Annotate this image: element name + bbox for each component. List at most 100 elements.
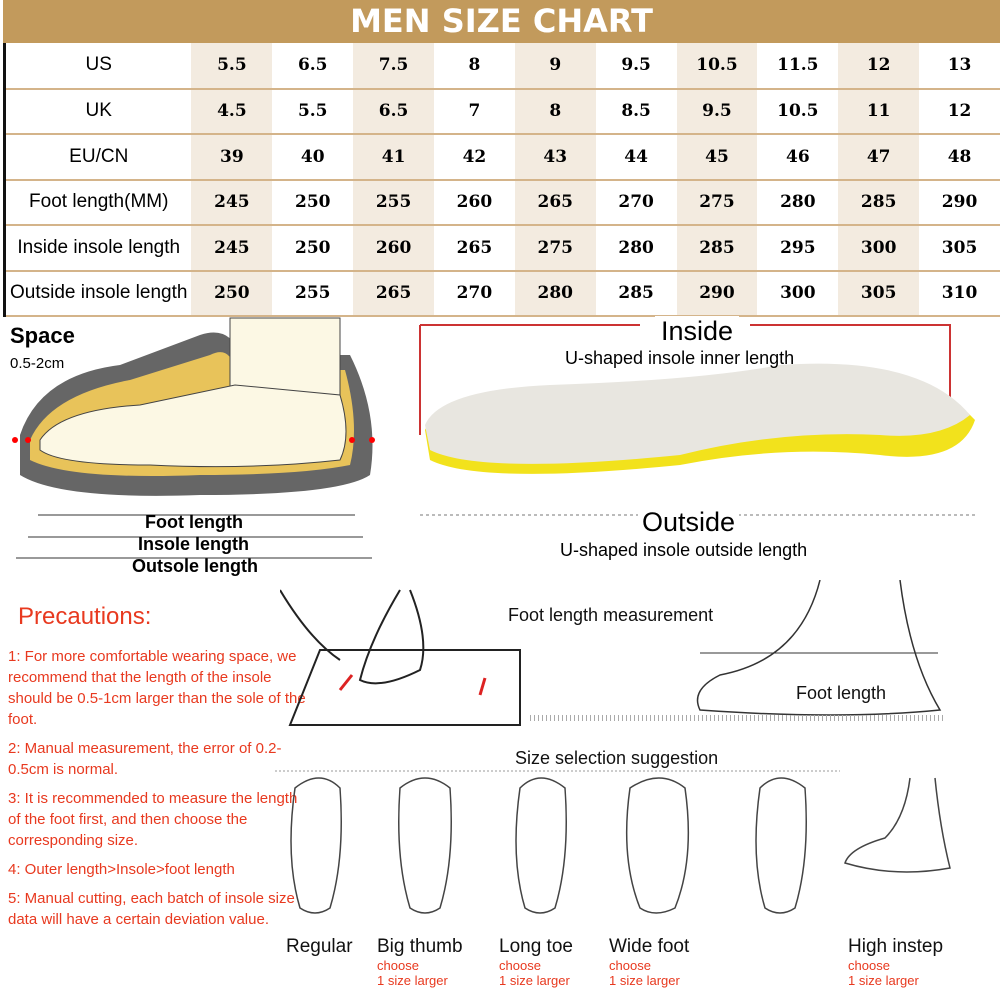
foot-length-label: Foot length [145,512,243,532]
foot-type-name: Regular [286,936,353,957]
size-cell: 13 [919,43,1000,90]
size-cell: 7.5 [353,43,434,90]
size-cell: 255 [272,270,354,317]
foot-type: Big thumb choose 1 size larger [377,936,463,988]
size-cell: 250 [191,270,273,317]
size-cell: 10.5 [676,43,758,90]
table-row: Foot length(MM) 245 250 255 260 265 270 275 280 2… [4,179,1000,226]
size-cell: 5.5 [191,43,273,90]
size-cell: 270 [595,179,677,226]
row-label: Inside insole length [4,225,192,272]
size-cell: 8 [514,88,596,135]
size-cell: 39 [191,134,273,181]
size-cell: 265 [353,270,434,317]
insole-length-label: Insole length [138,534,250,554]
size-cell: 305 [838,270,920,317]
precaution-item: 4: Outer length>Insole>foot length [8,861,235,878]
row-label: US [4,43,192,90]
precaution-item: 5: Manual cutting, each batch of insole … [8,890,295,928]
size-cell: 40 [272,134,354,181]
foot-measurement-illustration [280,580,945,726]
foot-type-note: choose [377,958,419,973]
size-cell: 275 [676,179,758,226]
foot-type-note: 1 size larger [609,973,680,988]
foot-type: Long toe choose 1 size larger [499,936,573,988]
foot-type-note: 1 size larger [377,973,448,988]
size-cell: 310 [919,270,1000,317]
size-cell: 295 [757,225,839,272]
precaution-item: 1: For more comfortable wearing space, w… [8,648,306,728]
size-cell: 10.5 [757,88,839,135]
foot-type-name: Long toe [499,936,573,957]
size-cell: 11 [838,88,920,135]
size-cell: 9.5 [676,88,758,135]
size-cell: 7 [434,88,515,135]
size-cell: 280 [595,225,677,272]
outside-label: Outside [638,507,740,538]
foot-type-note: 1 size larger [499,973,570,988]
precaution-item: 3: It is recommended to measure the leng… [8,790,298,849]
size-cell: 290 [676,270,758,317]
foot-type-name: Wide foot [609,936,690,957]
foot-type: Wide foot choose 1 size larger [609,936,689,988]
measurement-title: Foot length measurement [508,605,714,625]
inside-label: Inside [655,316,740,347]
outsole-length-label: Outsole length [132,556,258,576]
size-cell: 6.5 [272,43,354,90]
size-cell: 9.5 [595,43,677,90]
foot-type-name: Big thumb [377,936,463,957]
precautions-title: Precautions: [18,603,152,630]
size-cell: 265 [434,225,515,272]
size-cell: 4.5 [191,88,273,135]
size-cell: 265 [514,179,596,226]
foot-types-illustration [275,770,951,914]
size-cell: 41 [353,134,434,181]
table-row: Outside insole length 250 255 265 270 280 285 2… [4,270,1000,317]
size-cell: 305 [919,225,1000,272]
size-cell: 43 [514,134,596,181]
size-cell: 300 [838,225,920,272]
size-cell: 285 [838,179,920,226]
size-cell: 275 [514,225,596,272]
table-row: EU/CN 39 40 41 42 43 44 45 46 47 48 [4,134,1000,181]
size-cell: 48 [919,134,1000,181]
size-cell: 290 [919,179,1000,226]
row-label: UK [4,88,192,135]
size-cell: 45 [676,134,758,181]
shoe-cross-section-illustration [12,317,375,559]
size-cell: 6.5 [353,88,434,135]
size-cell: 285 [595,270,677,317]
size-cell: 44 [595,134,677,181]
size-table: US 5.5 6.5 7.5 8 9 9.5 10.5 11.5 12 13 UK 4.5 5.5 6.5 7… [3,43,1000,317]
size-cell: 46 [757,134,839,181]
row-label: Foot length(MM) [4,179,192,226]
suggestion-title: Size selection suggestion [515,748,719,768]
size-cell: 5.5 [272,88,354,135]
foot-type-name: High instep [848,936,944,957]
size-cell: 280 [757,179,839,226]
measurement-foot-length: Foot length [796,683,887,703]
size-cell: 285 [676,225,758,272]
inside-sublabel: U-shaped insole inner length [565,348,795,368]
table-row: UK 4.5 5.5 6.5 7 8 8.5 9.5 10.5 11 12 [4,88,1000,135]
size-cell: 11.5 [757,43,839,90]
size-cell: 12 [919,88,1000,135]
insole-illustration [419,324,978,516]
size-cell: 245 [191,225,273,272]
size-cell: 255 [353,179,434,226]
size-cell: 250 [272,225,354,272]
size-cell: 42 [434,134,515,181]
foot-type: High instep choose 1 size larger [848,936,943,988]
chart-title: MEN SIZE CHART [3,0,1000,43]
size-cell: 8 [434,43,515,90]
size-cell: 245 [191,179,273,226]
row-label: EU/CN [4,134,192,181]
size-cell: 270 [434,270,515,317]
precaution-item: 2: Manual measurement, the error of 0.2-… [8,740,282,778]
table-row: US 5.5 6.5 7.5 8 9 9.5 10.5 11.5 12 13 [4,43,1000,90]
size-cell: 8.5 [595,88,677,135]
space-range: 0.5-2cm [10,355,65,372]
foot-type-note: choose [499,958,541,973]
size-cell: 9 [514,43,596,90]
size-cell: 250 [272,179,354,226]
